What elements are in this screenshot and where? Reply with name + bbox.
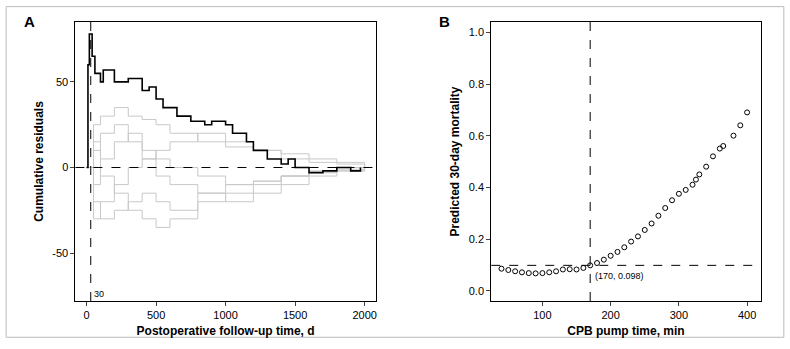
- svg-text:CPB pump time, min: CPB pump time, min: [567, 324, 684, 338]
- svg-text:1000: 1000: [213, 309, 237, 321]
- svg-text:1500: 1500: [283, 309, 307, 321]
- svg-text:0.4: 0.4: [469, 181, 484, 193]
- svg-text:300: 300: [670, 309, 688, 321]
- svg-text:0.8: 0.8: [469, 78, 484, 90]
- svg-text:400: 400: [738, 309, 756, 321]
- svg-text:-50: -50: [52, 247, 68, 259]
- svg-text:Cumulative residuals: Cumulative residuals: [32, 101, 46, 222]
- svg-text:2000: 2000: [352, 309, 376, 321]
- svg-text:50: 50: [56, 76, 68, 88]
- svg-text:Predicted 30-day mortality: Predicted 30-day mortality: [448, 86, 462, 236]
- svg-text:A: A: [24, 13, 35, 30]
- svg-text:(170, 0.098): (170, 0.098): [595, 271, 644, 281]
- svg-text:100: 100: [533, 309, 551, 321]
- svg-text:200: 200: [601, 309, 619, 321]
- svg-text:0: 0: [84, 309, 90, 321]
- svg-text:Postoperative follow-up time,: Postoperative follow-up time, d: [137, 324, 315, 338]
- svg-text:0: 0: [62, 161, 68, 173]
- svg-text:B: B: [439, 13, 450, 30]
- svg-text:0.0: 0.0: [469, 285, 484, 297]
- svg-text:1.0: 1.0: [469, 26, 484, 38]
- svg-text:30: 30: [94, 289, 104, 299]
- svg-text:0.6: 0.6: [469, 130, 484, 142]
- svg-text:500: 500: [147, 309, 165, 321]
- svg-text:0.2: 0.2: [469, 233, 484, 245]
